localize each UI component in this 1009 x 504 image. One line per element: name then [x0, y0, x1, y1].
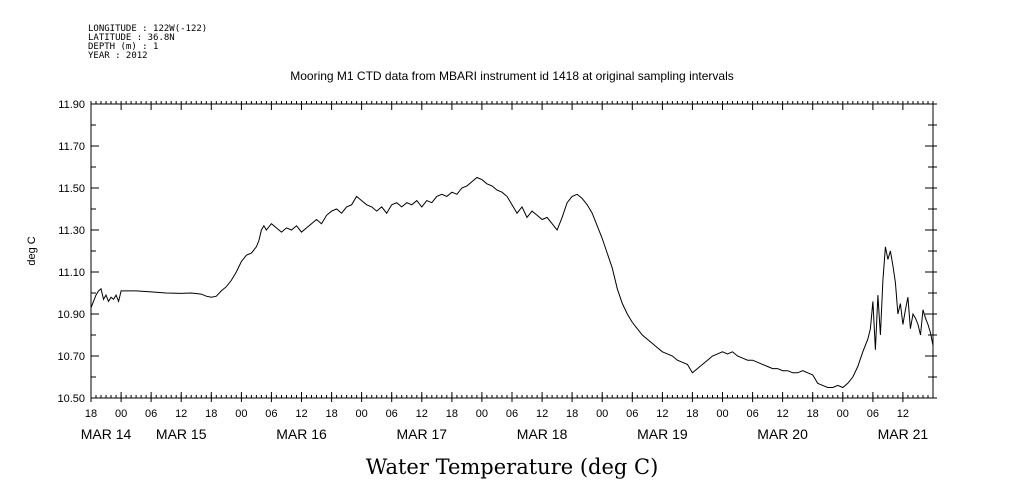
- chart-title: Mooring M1 CTD data from MBARI instrumen…: [290, 69, 734, 83]
- x-tick-label: 06: [746, 408, 758, 420]
- x-tick-label: 12: [175, 408, 187, 420]
- y-tick-label: 11.70: [58, 141, 85, 153]
- y-tick-label: 11.50: [58, 183, 85, 195]
- y-axis-label: deg C: [26, 236, 38, 265]
- x-tick-label: 18: [205, 408, 217, 420]
- meta-latitude: LATITUDE : 36.8N: [88, 33, 175, 43]
- y-tick-label: 10.50: [57, 393, 85, 405]
- x-tick-label: 00: [115, 408, 127, 420]
- day-label: MAR 18: [517, 426, 568, 442]
- y-tick-label: 11.10: [58, 267, 85, 279]
- x-tick-label: 12: [897, 408, 909, 420]
- x-tick-label: 00: [837, 408, 849, 420]
- day-label: MAR 16: [276, 426, 327, 442]
- day-label: MAR 15: [156, 426, 207, 442]
- meta-longitude: LONGITUDE : 122W(-122): [88, 24, 207, 34]
- day-label: MAR 20: [757, 426, 808, 442]
- x-tick-label: 12: [416, 408, 428, 420]
- y-tick-label: 10.90: [57, 309, 85, 321]
- x-tick-label: 18: [85, 408, 97, 420]
- x-tick-label: 12: [776, 408, 788, 420]
- plot-frame: [90, 103, 934, 399]
- x-axis-ticks: 18 00 06 12 18 00 06 12 18 00 06 12 18 00 06 12 18 00 06 12…: [85, 104, 909, 420]
- x-tick-label: 18: [446, 408, 458, 420]
- y-axis-ticks: 10.50 10.70 10.90 11.10 11.30 11.50 11.70 11.90: [57, 99, 937, 405]
- x-tick-label: 00: [596, 408, 608, 420]
- day-label: MAR 21: [878, 426, 929, 442]
- x-tick-label: 18: [686, 408, 698, 420]
- day-label: MAR 14: [81, 426, 132, 442]
- x-tick-label: 00: [716, 408, 728, 420]
- series-line-water-temperature: [90, 176, 934, 389]
- meta-depth: DEPTH (m) : 1: [88, 42, 158, 52]
- x-axis-day-labels: MAR 14 MAR 15 MAR 16 MAR 17 MAR 18 MAR 19 MAR …: [81, 426, 929, 442]
- metadata-block: LONGITUDE : 122W(-122) LATITUDE : 36.8N …: [88, 24, 207, 61]
- x-tick-label: 06: [265, 408, 277, 420]
- x-tick-label: 06: [867, 408, 879, 420]
- day-label: MAR 19: [637, 426, 688, 442]
- y-tick-label: 11.30: [58, 225, 85, 237]
- y-tick-label: 10.70: [57, 351, 85, 363]
- x-tick-label: 12: [295, 408, 307, 420]
- x-tick-label: 18: [325, 408, 337, 420]
- x-tick-label: 00: [355, 408, 367, 420]
- meta-year: YEAR : 2012: [88, 51, 148, 61]
- x-tick-label: 06: [386, 408, 398, 420]
- x-tick-label: 06: [626, 408, 638, 420]
- x-tick-label: 00: [476, 408, 488, 420]
- x-tick-label: 12: [656, 408, 668, 420]
- y-tick-label: 11.90: [58, 99, 85, 111]
- x-axis-label: Water Temperature (deg C): [366, 455, 659, 479]
- x-tick-label: 18: [566, 408, 578, 420]
- x-tick-label: 12: [536, 408, 548, 420]
- x-tick-label: 06: [506, 408, 518, 420]
- x-tick-label: 06: [145, 408, 157, 420]
- day-label: MAR 17: [397, 426, 448, 442]
- x-tick-label: 18: [807, 408, 819, 420]
- minor-ticks: [90, 101, 934, 398]
- x-tick-label: 00: [235, 408, 247, 420]
